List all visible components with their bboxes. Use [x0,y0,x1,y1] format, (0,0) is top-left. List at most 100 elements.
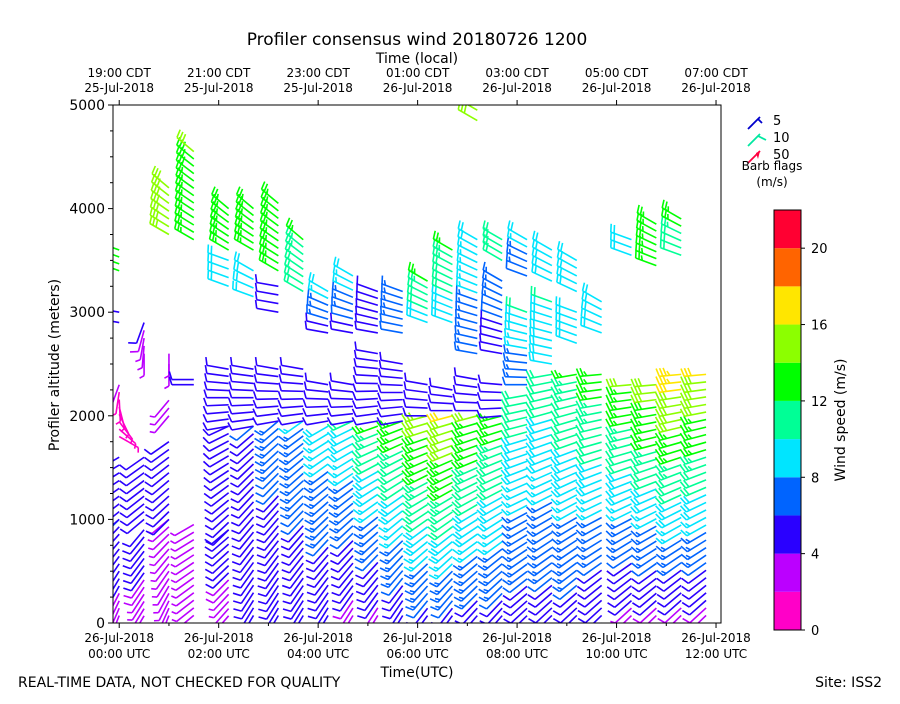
barb-flag [242,194,243,199]
barb-flag [460,265,461,270]
barb-flag [182,167,183,172]
barb-flag [459,281,460,286]
x-tick-label-time: 06:00 UTC [387,647,449,661]
barb-flag [150,416,155,417]
barb-staff [406,407,428,408]
barb-flag [306,313,307,321]
colorbar-band [774,363,801,401]
barb-flag [150,573,155,574]
barb-flag [380,321,381,329]
barb-flag [150,424,155,425]
x-tick-label-time: 00:00 UTC [88,647,150,661]
barb-flag [459,297,460,302]
x-tick-label-time: 12:00 UTC [685,647,747,661]
legend-label: 5 [773,114,781,129]
colorbar-tick-label: 8 [811,471,819,486]
barb-flag [479,342,480,350]
top-tick-label-time: 01:00 CDT [386,66,450,80]
barb-flag [292,233,293,238]
x-tick-label-date: 26-Jul-2018 [184,631,254,645]
barb-flag [480,333,481,341]
barb-flag [256,357,257,365]
top-tick-label-time: 19:00 CDT [88,66,152,80]
top-tick-label-date: 26-Jul-2018 [582,81,652,95]
barb-staff [232,405,254,406]
colorbar-band [774,477,801,515]
barb-flag [641,255,642,260]
colorbar-band [774,248,801,286]
barb-flag [135,444,136,449]
barb-flag [356,306,357,314]
colorbar-tick-label: 4 [811,548,819,563]
legend-title-line1: Barb flags [742,159,803,173]
y-tick-label: 5000 [69,98,105,114]
barb-flag [582,300,583,308]
colorbar-band [774,401,801,439]
barb-flag [533,328,534,336]
barb-staff [256,399,278,400]
barb-flag [410,599,415,600]
barb-staff [281,399,303,400]
barb-staff [480,408,502,409]
barb-flag [305,321,306,329]
barb-flag [305,373,306,381]
top-tick-label-time: 21:00 CDT [187,66,251,80]
top-tick-label-date: 25-Jul-2018 [283,81,353,95]
barb-flag [435,606,440,607]
barb-flag [256,291,257,299]
barb-flag [182,182,183,187]
barb-flag [291,240,292,245]
barb-flag [335,293,336,298]
colorbar-tick-label: 12 [811,395,828,410]
barb-flag [455,325,456,333]
barb-flag [149,564,154,565]
top-tick-label-date: 25-Jul-2018 [184,81,254,95]
barb-flag [435,599,440,600]
barb-staff [119,400,120,422]
barb-flag [217,194,218,199]
y-tick-label: 0 [96,616,105,632]
barb-staff [381,384,403,385]
quality-disclaimer: REAL-TIME DATA, NOT CHECKED FOR QUALITY [18,675,341,691]
barb-flag [311,293,312,298]
x-tick-label-time: 02:00 UTC [188,647,250,661]
legend-title-line2: (m/s) [756,175,787,189]
barb-flag [310,301,311,306]
top-tick-label-time: 05:00 CDT [585,66,649,80]
barb-flag [530,335,531,343]
barb-flag [410,606,415,607]
barb-staff [207,405,229,406]
barb-flag [642,248,643,253]
barb-flag [386,584,391,585]
barb-flag [355,313,356,321]
barb-flag [256,283,257,291]
barb-flag [430,378,431,386]
barb-staff [381,400,403,401]
barb-flag [330,373,331,381]
barb-flag [237,272,238,280]
barb-flag [642,241,643,246]
barb-flag [206,357,207,365]
barb-flag [529,352,530,360]
x-axis-title: Time(UTC) [380,665,454,681]
barb-flag [241,208,242,213]
barb-staff [480,392,502,393]
barb-flag [533,336,534,344]
barb-flag [460,273,461,278]
top-tick-label-date: 26-Jul-2018 [482,81,552,95]
barb-flag [509,257,510,262]
top-tick-label-time: 03:00 CDT [485,66,549,80]
colorbar-tick-label: 20 [811,242,828,257]
barb-flag [405,373,406,381]
barb-flag [380,313,381,321]
y-tick-label: 1000 [69,512,105,528]
colorbar-label: Wind speed (m/s) [833,359,849,482]
barb-flag [585,301,586,309]
barb-flag [217,208,218,213]
y-axis-title: Profiler altitude (meters) [47,279,63,451]
colorbar-band [774,325,801,363]
barb-flag [581,308,582,316]
barb-flag [266,220,267,225]
barb-flag [504,336,505,344]
